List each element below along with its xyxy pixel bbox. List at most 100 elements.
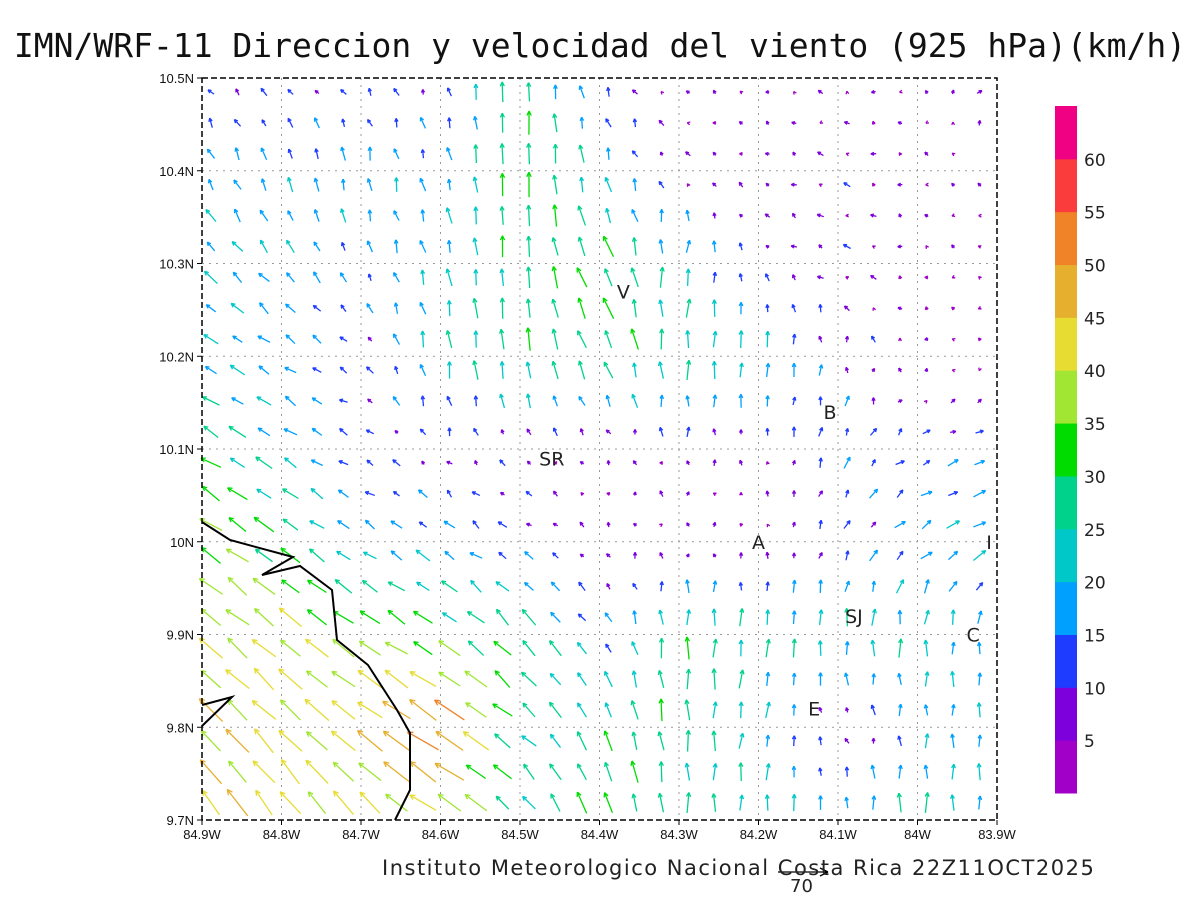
wind-arrow [818,183,823,188]
wind-arrow [522,639,536,657]
colorbar-label: 60 [1084,151,1106,171]
colorbar-swatch [1055,634,1077,688]
wind-arrow [632,610,637,625]
colorbar-label: 25 [1084,521,1106,541]
wind-arrow [977,245,982,249]
wind-arrow [605,553,611,558]
colorbar-swatch [1055,317,1077,371]
wind-arrow [413,641,433,656]
wind-arrow [978,367,982,372]
wind-arrow [791,552,797,559]
wind-arrow [630,267,639,288]
wind-arrow [552,552,559,559]
wind-arrow [225,609,250,626]
wind-arrow [923,609,930,625]
wind-arrow [499,143,505,165]
wind-arrow [977,795,983,810]
wind-arrow [870,213,877,218]
wind-arrow [922,429,931,435]
wind-arrow [845,213,849,218]
wind-arrow [523,763,535,780]
wind-arrow [791,490,797,497]
wind-arrow [393,210,400,221]
wind-arrow [310,459,323,467]
wind-arrow [228,760,247,783]
wind-arrow [925,120,930,124]
lat-tick-label: 9.8N [167,720,194,735]
wind-arrow [791,765,797,778]
wind-arrow [312,367,322,373]
wind-arrow [340,208,347,223]
wind-arrow [552,174,558,195]
wind-arrow [499,328,505,350]
wind-arrow [499,361,505,379]
wind-arrow [339,336,348,342]
wind-arrow [549,733,562,748]
colorbar-swatch [1055,581,1077,635]
wind-arrow [818,396,823,406]
wind-arrow [765,330,771,348]
wind-arrow [765,120,770,126]
wind-arrow [977,734,983,747]
gridlines [202,78,997,820]
wind-arrow [526,110,532,135]
wind-arrow [606,460,611,466]
wind-arrow [258,272,270,282]
wind-arrow [525,298,531,318]
wind-arrow [415,549,431,562]
wind-arrow [897,735,903,747]
wind-arrow [576,702,587,718]
wind-arrow [205,304,217,313]
wind-arrow [526,82,532,102]
wind-arrow [685,553,690,558]
wind-arrow [632,582,638,590]
place-label: A [752,532,765,554]
wind-arrow [282,488,299,500]
lat-tick-label: 10.2N [159,349,194,364]
wind-arrow [552,395,558,407]
wind-arrow [632,460,638,466]
wind-arrow [844,737,850,744]
wind-arrow [685,239,692,253]
wind-arrow [313,241,321,252]
wind-arrow [951,274,956,279]
wind-arrow [632,362,637,378]
wind-arrow [384,641,408,655]
wind-arrow [606,86,611,97]
wind-arrow [393,302,399,314]
wind-arrow [977,610,983,624]
wind-arrow [792,396,797,406]
wind-arrow [334,579,353,594]
coastline [201,521,411,821]
wind-arrow [473,144,479,164]
wind-arrow [308,548,325,563]
wind-arrow [948,490,959,497]
wind-arrow [791,704,797,716]
wind-arrow [464,793,488,812]
wind-arrow [817,640,823,656]
wind-arrow [950,733,955,748]
lon-tick-label: 84.3W [660,827,698,842]
wind-arrow [406,731,439,751]
wind-arrow [738,762,744,782]
wind-arrow [285,334,296,345]
wind-arrow [203,425,219,439]
wind-arrow [712,553,717,558]
wind-arrow [357,701,383,719]
wind-arrow [739,492,744,496]
wind-arrow [951,121,956,126]
wind-arrow [305,638,329,658]
wind-arrow [844,672,850,686]
wind-arrow [765,763,771,781]
wind-arrow [337,520,350,530]
wind-arrow [364,490,376,497]
wind-arrow [313,177,320,192]
wind-arrow [552,143,559,164]
wind-arrow [338,460,349,466]
wind-arrow [921,519,932,530]
wind-arrow [361,579,378,593]
wind-arrow [285,303,296,313]
colorbar-label: 50 [1084,257,1106,277]
wind-arrow [870,704,876,716]
wind-arrow [226,788,249,817]
